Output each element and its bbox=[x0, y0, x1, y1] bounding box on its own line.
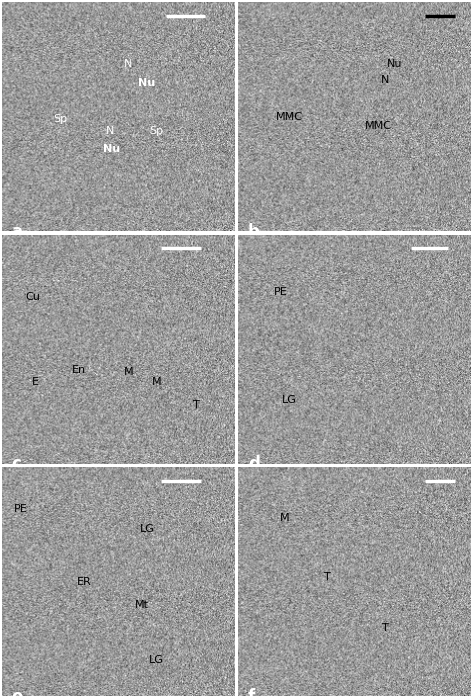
Text: Cu: Cu bbox=[25, 291, 40, 302]
Text: c: c bbox=[12, 455, 22, 473]
Text: N: N bbox=[105, 126, 114, 136]
Text: N: N bbox=[124, 59, 133, 69]
Text: d: d bbox=[248, 455, 260, 473]
Text: ER: ER bbox=[77, 577, 91, 587]
Text: LG: LG bbox=[149, 655, 164, 665]
Text: f: f bbox=[248, 688, 255, 699]
Text: Mt: Mt bbox=[135, 600, 149, 610]
Text: T: T bbox=[324, 572, 330, 582]
Text: T: T bbox=[192, 400, 199, 410]
Text: M: M bbox=[280, 512, 290, 523]
Text: MMC: MMC bbox=[365, 121, 392, 131]
Text: N: N bbox=[381, 75, 390, 85]
Text: e: e bbox=[12, 688, 23, 699]
Text: LG: LG bbox=[139, 524, 155, 534]
Text: T: T bbox=[382, 623, 389, 633]
Text: PE: PE bbox=[273, 287, 287, 297]
Text: MMC: MMC bbox=[276, 112, 303, 122]
Text: a: a bbox=[12, 223, 23, 240]
Text: Nu: Nu bbox=[103, 144, 120, 154]
Text: En: En bbox=[72, 365, 86, 375]
Text: Sp: Sp bbox=[149, 126, 164, 136]
Text: b: b bbox=[248, 223, 260, 240]
Text: Sp: Sp bbox=[54, 114, 68, 124]
Text: LG: LG bbox=[283, 395, 297, 405]
Text: E: E bbox=[31, 377, 38, 387]
Text: PE: PE bbox=[14, 503, 28, 514]
Text: M: M bbox=[124, 368, 133, 377]
Text: M: M bbox=[152, 377, 161, 387]
Text: Nu: Nu bbox=[387, 59, 402, 69]
Text: Nu: Nu bbox=[138, 78, 155, 87]
